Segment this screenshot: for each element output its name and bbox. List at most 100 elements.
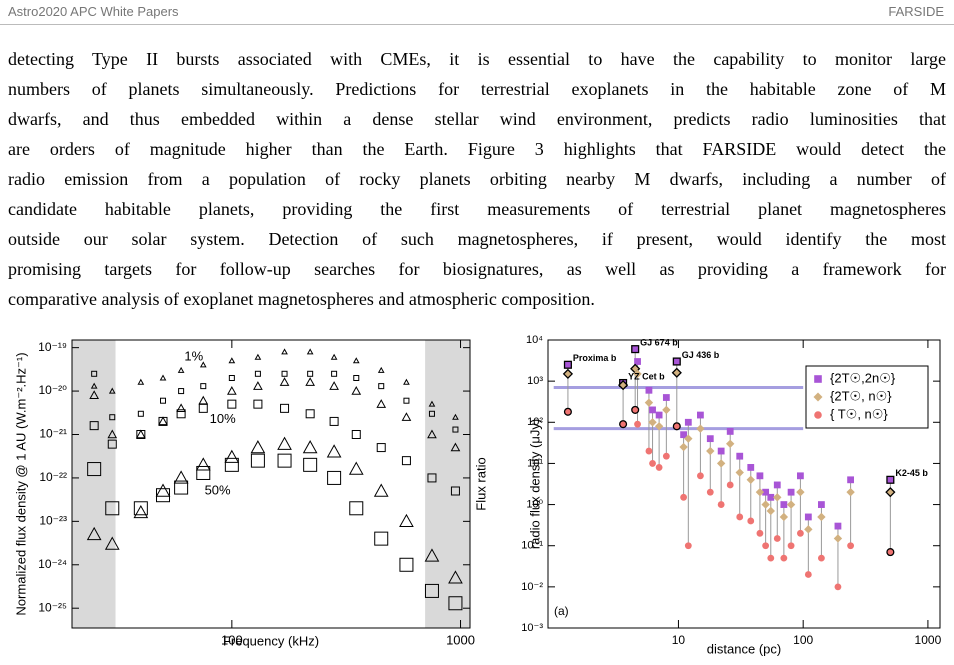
data-point [697, 411, 704, 419]
data-point [250, 440, 266, 454]
data-point [135, 429, 146, 439]
y2-axis-label: Flux ratio [473, 457, 488, 510]
data-point [773, 535, 781, 542]
data-point [427, 473, 437, 483]
y-tick-label: 10⁻¹⁹ [38, 340, 67, 354]
data-point [105, 501, 120, 516]
data-point [684, 434, 693, 443]
data-point [766, 506, 775, 516]
data-point [155, 483, 171, 497]
text-line: candidate habitable planets, providing t… [8, 199, 946, 219]
y-tick-label: 10⁻²³ [39, 514, 67, 528]
data-point [634, 420, 641, 428]
data-point [619, 420, 628, 429]
data-point [160, 397, 167, 404]
data-point [280, 403, 290, 413]
y-tick-label: 10⁻²⁰ [39, 383, 68, 397]
data-point [761, 500, 770, 509]
data-point [330, 353, 338, 360]
data-point [662, 394, 670, 401]
legend-box [805, 365, 929, 429]
data-point [326, 444, 342, 458]
data-point [885, 487, 896, 498]
data-point [804, 571, 812, 578]
data-point [818, 554, 825, 562]
data-point [424, 548, 440, 562]
data-point [399, 513, 414, 528]
annotation: 50% [205, 482, 231, 497]
data-point [818, 501, 825, 508]
y-tick-label: 10² [527, 416, 543, 428]
y-tick-label: 10⁻²⁴ [38, 557, 67, 571]
data-point [373, 483, 389, 497]
data-point [195, 457, 211, 471]
data-point [716, 459, 726, 468]
data-point [199, 361, 207, 368]
data-point [804, 525, 813, 534]
data-point [224, 457, 239, 472]
data-point [756, 472, 764, 480]
data-point [649, 460, 656, 467]
data-point [281, 348, 288, 355]
data-point [173, 470, 189, 484]
legend-label: {2T☉, n☉} [830, 388, 892, 403]
data-point [717, 501, 725, 508]
data-point [329, 381, 339, 390]
panel-label: (a) [554, 604, 569, 618]
data-point [452, 413, 459, 420]
legend-marker [813, 392, 823, 402]
data-point [91, 370, 98, 377]
data-point [450, 442, 461, 452]
data-point [378, 383, 385, 390]
header-left: Astro2020 APC White Papers [8, 4, 179, 19]
annotation: 10% [210, 411, 236, 426]
data-point [645, 386, 653, 394]
data-point [107, 429, 118, 439]
data-point [779, 512, 789, 522]
data-point [696, 424, 705, 433]
data-point [89, 390, 100, 399]
annotation: GJ 674 b [640, 338, 678, 348]
shaded-region [425, 340, 470, 628]
data-point [726, 481, 734, 489]
data-point [762, 488, 770, 496]
data-point [717, 447, 725, 455]
data-point [399, 557, 414, 572]
text-line: outside our solar system. Detection of s… [8, 229, 946, 249]
data-point [198, 403, 208, 413]
text-line: dwarfs, and thus embedded within a dense… [8, 109, 946, 129]
data-point [403, 378, 410, 385]
data-point [176, 409, 186, 419]
data-point [786, 500, 796, 509]
y-axis-label: radio flux density (μJy) [527, 419, 542, 549]
data-point [767, 554, 775, 562]
data-point [706, 488, 714, 496]
data-point [644, 398, 654, 407]
data-point [736, 452, 744, 460]
data-point [780, 501, 788, 508]
data-point [726, 428, 734, 435]
text-line: are orders of magnitude higher than the … [8, 139, 946, 159]
data-point [351, 429, 361, 439]
data-point [305, 377, 316, 386]
data-point [401, 412, 412, 421]
data-point [303, 457, 318, 472]
data-point [886, 475, 895, 484]
data-point [108, 387, 116, 394]
data-point [706, 446, 715, 456]
legend-label: {2T☉,2n☉} [830, 370, 896, 385]
data-point [133, 504, 149, 519]
data-point [847, 476, 855, 484]
data-point [886, 548, 895, 557]
data-point [327, 470, 342, 485]
data-point [227, 399, 237, 409]
x-tick-label: 1000 [446, 632, 475, 647]
data-point [796, 487, 805, 497]
y-tick-label: 10⁻¹ [521, 540, 543, 552]
data-point [755, 487, 765, 497]
data-point [109, 414, 116, 421]
data-point [796, 472, 804, 480]
data-point [424, 583, 439, 598]
text-line: comparative analysis of exoplanet magnet… [8, 289, 595, 309]
data-point [137, 378, 145, 385]
